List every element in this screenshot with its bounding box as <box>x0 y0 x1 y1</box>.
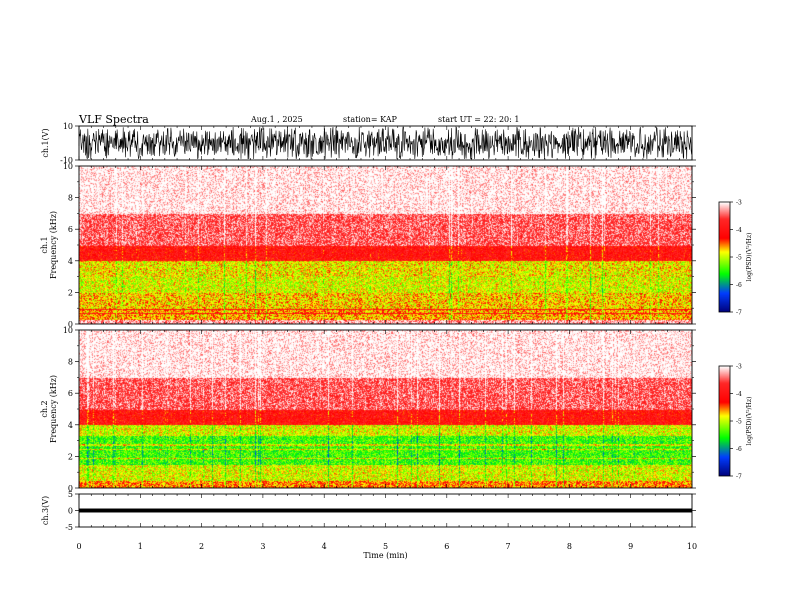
x-tick-label: 4 <box>322 542 327 551</box>
y-tick-label: 2 <box>68 452 73 461</box>
y-tick-label: 10 <box>63 326 73 335</box>
colorbar-label: log(PSD)(V²/Hz) <box>746 397 753 446</box>
x-tick-label: 9 <box>628 542 633 551</box>
y-tick-label: 0 <box>68 484 73 493</box>
colorbar-tick-label: -4 <box>736 391 742 398</box>
y-tick-label: 0 <box>68 507 73 516</box>
y-tick-label: 5 <box>68 490 73 499</box>
y-tick-label: 2 <box>68 288 73 297</box>
date-label: Aug.1 , 2025 <box>251 115 303 124</box>
colorbar-tick-label: -5 <box>736 255 742 262</box>
y-tick-label: 4 <box>68 257 73 266</box>
y-tick-label: 6 <box>68 225 73 234</box>
y-tick-label: -5 <box>65 523 73 532</box>
y-axis-label: ch.3(V) <box>41 496 50 525</box>
y-tick-label: 8 <box>68 358 73 367</box>
x-tick-label: 1 <box>138 542 143 551</box>
y-tick-label: 4 <box>68 421 73 430</box>
y-axis-label: ch.1(V) <box>41 128 50 157</box>
y-axis-label: ch.2 <box>40 400 49 417</box>
colorbar-tick-label: -6 <box>736 282 742 289</box>
x-tick-label: 7 <box>506 542 511 551</box>
y-tick-label: 8 <box>68 194 73 203</box>
x-tick-label: 10 <box>687 542 697 551</box>
chart-title: VLF Spectra <box>79 113 149 126</box>
x-axis-label: Time (min) <box>363 551 407 560</box>
colorbar-2 <box>719 366 730 476</box>
colorbar-label: log(PSD)(V²/Hz) <box>746 233 753 282</box>
x-tick-label: 3 <box>260 542 265 551</box>
ch2-spectrogram <box>79 330 692 488</box>
colorbar-tick-label: -7 <box>736 310 742 317</box>
ch1-waveform <box>78 126 693 160</box>
x-tick-label: 2 <box>199 542 204 551</box>
y-tick-label: 10 <box>63 162 73 171</box>
colorbar-tick-label: -3 <box>736 200 742 207</box>
y-tick-label: -10 <box>60 156 73 165</box>
station-label: station= KAP <box>343 115 397 124</box>
colorbar-tick-label: -3 <box>736 364 742 371</box>
x-tick-label: 6 <box>444 542 449 551</box>
colorbar-tick-label: -7 <box>736 474 742 481</box>
y-tick-label: 10 <box>63 122 73 131</box>
colorbar-tick-label: -5 <box>736 419 742 426</box>
y-axis-label: Frequency (kHz) <box>49 211 58 279</box>
y-axis-label: ch.1 <box>40 236 49 253</box>
colorbar-1 <box>719 202 730 312</box>
x-tick-label: 0 <box>76 542 81 551</box>
y-tick-label: 0 <box>68 320 73 329</box>
colorbar-tick-label: -4 <box>736 227 742 234</box>
x-tick-label: 5 <box>383 542 388 551</box>
start-time-label: start UT = 22: 20: 1 <box>438 115 520 124</box>
ch1-spectrogram <box>79 166 692 324</box>
colorbar-tick-label: -6 <box>736 446 742 453</box>
y-tick-label: 6 <box>68 389 73 398</box>
y-axis-label: Frequency (kHz) <box>49 375 58 443</box>
x-tick-label: 8 <box>567 542 572 551</box>
ch3-waveform <box>79 508 692 513</box>
